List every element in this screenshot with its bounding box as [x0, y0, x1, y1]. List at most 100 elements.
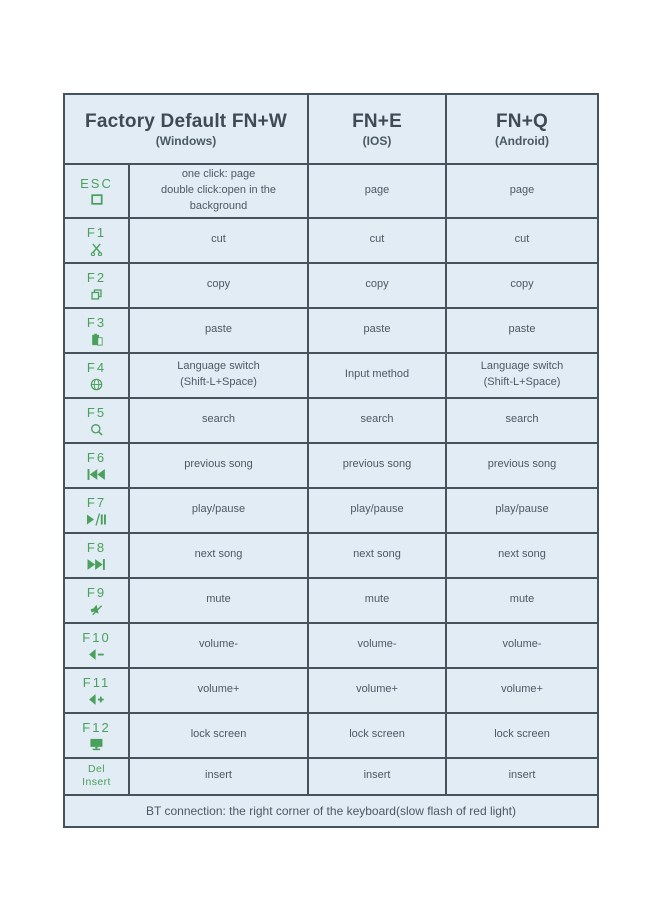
- previous-track-icon: [69, 468, 124, 481]
- ios-action-cell: cut: [307, 216, 448, 264]
- android-action-cell: insert: [445, 756, 600, 796]
- key-cell: F4: [63, 351, 130, 399]
- windows-action-cell: Language switch (Shift-L+Space): [127, 351, 310, 399]
- lock-screen-icon: [69, 738, 124, 751]
- key-label: F11: [82, 675, 111, 691]
- header-windows: Factory Default FN+W (Windows): [62, 93, 310, 165]
- key-cell: F1: [63, 216, 130, 264]
- ios-action-cell: paste: [307, 306, 448, 354]
- ios-action-cell: volume-: [307, 621, 448, 669]
- key-cell: F5: [63, 396, 130, 444]
- ios-action-cell: volume+: [307, 666, 448, 714]
- header-row: Factory Default FN+W (Windows) FN+E (IOS…: [62, 93, 600, 165]
- ios-action-cell: Input method: [307, 351, 448, 399]
- android-action-cell: next song: [445, 531, 600, 579]
- windows-action-cell: play/pause: [127, 486, 310, 534]
- key-cell: F3: [63, 306, 130, 354]
- windows-action-cell: volume+: [127, 666, 310, 714]
- table-row: F3 paste paste paste: [63, 306, 600, 354]
- windows-action-cell: previous song: [127, 441, 310, 489]
- play-pause-icon: [69, 512, 124, 526]
- android-action-cell: copy: [445, 261, 600, 309]
- table-row: F6 previous song previous song previous son…: [63, 441, 600, 489]
- header-android: FN+Q (Android): [445, 93, 600, 165]
- key-cell: F6: [63, 441, 130, 489]
- ios-action-cell: copy: [307, 261, 448, 309]
- ios-action-cell: next song: [307, 531, 448, 579]
- key-cell: F7: [63, 486, 130, 534]
- key-label: F5: [86, 405, 107, 421]
- key-cell: F2: [63, 261, 130, 309]
- bt-connection-note: BT connection: the right corner of the k…: [62, 793, 600, 828]
- windows-action-cell: next song: [127, 531, 310, 579]
- table-row: F1 cut cut cut: [63, 216, 600, 264]
- key-label: F6: [86, 450, 107, 466]
- ios-action-cell: search: [307, 396, 448, 444]
- key-cell: F12: [63, 711, 130, 759]
- table-row: F12 lock screen lock screen lock screen: [63, 711, 600, 759]
- table-row: F9 mute mute mute: [63, 576, 600, 624]
- ios-action-cell: insert: [307, 756, 448, 796]
- key-cell: Del Insert: [63, 756, 130, 796]
- search-icon: [69, 423, 124, 436]
- ios-action-cell: mute: [307, 576, 448, 624]
- mute-icon: [69, 603, 124, 616]
- key-label: ESC: [80, 175, 113, 191]
- key-cell: F9: [63, 576, 130, 624]
- key-label: F1: [86, 225, 107, 241]
- key-label: F8: [86, 540, 107, 556]
- android-action-cell: Language switch (Shift-L+Space): [445, 351, 600, 399]
- header-windows-subtitle: (Windows): [155, 133, 217, 148]
- header-ios: FN+E (IOS): [307, 93, 448, 165]
- footer-row: BT connection: the right corner of the k…: [62, 793, 600, 828]
- key-label: F3: [86, 315, 107, 331]
- header-android-title: FN+Q: [496, 110, 549, 132]
- volume-down-icon: [69, 648, 124, 661]
- table-row: F7 play/pause play/pause play/pause: [63, 486, 600, 534]
- ios-action-cell: page: [307, 163, 448, 219]
- table-row: F2 copy copy copy: [63, 261, 600, 309]
- key-cell: F11: [63, 666, 130, 714]
- android-action-cell: previous song: [445, 441, 600, 489]
- key-label: Del Insert: [82, 762, 111, 789]
- windows-action-cell: paste: [127, 306, 310, 354]
- paste-icon: [69, 333, 124, 346]
- key-cell: F10: [63, 621, 130, 669]
- key-cell: F8: [63, 531, 130, 579]
- volume-up-icon: [69, 693, 124, 706]
- header-android-subtitle: (Android): [495, 133, 549, 148]
- windows-action-cell: cut: [127, 216, 310, 264]
- table-row: F11 volume+ volume+ volume+: [63, 666, 600, 714]
- window-outline-icon: [69, 193, 124, 206]
- windows-action-cell: mute: [127, 576, 310, 624]
- key-label: F9: [86, 585, 107, 601]
- key-label: F10: [82, 630, 111, 646]
- android-action-cell: search: [445, 396, 600, 444]
- android-action-cell: mute: [445, 576, 600, 624]
- android-action-cell: cut: [445, 216, 600, 264]
- android-action-cell: play/pause: [445, 486, 600, 534]
- copy-icon: [69, 288, 124, 301]
- windows-action-cell: volume-: [127, 621, 310, 669]
- ios-action-cell: play/pause: [307, 486, 448, 534]
- windows-action-cell: search: [127, 396, 310, 444]
- android-action-cell: volume+: [445, 666, 600, 714]
- globe-icon: [69, 378, 124, 391]
- android-action-cell: lock screen: [445, 711, 600, 759]
- windows-action-cell: copy: [127, 261, 310, 309]
- next-track-icon: [69, 558, 124, 571]
- key-label: F2: [86, 270, 107, 286]
- header-ios-title: FN+E: [352, 110, 402, 132]
- windows-action-cell: lock screen: [127, 711, 310, 759]
- header-ios-subtitle: (IOS): [362, 133, 392, 148]
- table-row: F5 search search search: [63, 396, 600, 444]
- android-action-cell: paste: [445, 306, 600, 354]
- table-row: ESC one click: page double click:open in …: [63, 163, 600, 219]
- windows-action-cell: one click: page double click:open in the…: [127, 163, 310, 219]
- header-windows-title: Factory Default FN+W: [85, 110, 287, 132]
- table-row: F8 next song next song next song: [63, 531, 600, 579]
- ios-action-cell: lock screen: [307, 711, 448, 759]
- fn-key-mapping-table: Factory Default FN+W (Windows) FN+E (IOS…: [62, 93, 600, 828]
- key-cell: ESC: [63, 163, 130, 219]
- key-label: F7: [86, 495, 107, 511]
